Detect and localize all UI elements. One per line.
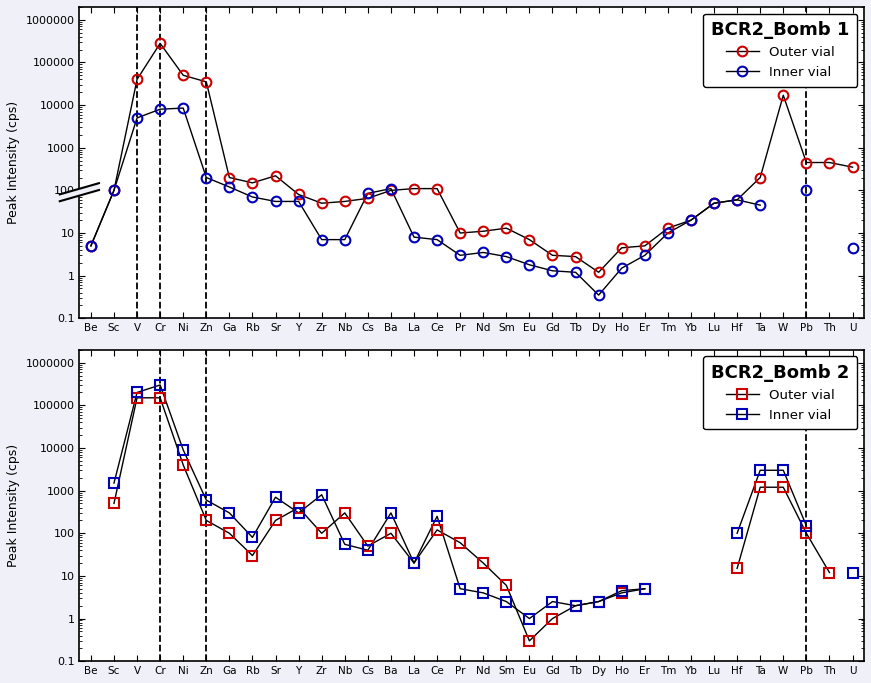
Legend: Outer vial, Inner vial: Outer vial, Inner vial [703,14,857,87]
Y-axis label: Peak Intensity (cps): Peak Intensity (cps) [7,444,20,567]
Legend: Outer vial, Inner vial: Outer vial, Inner vial [703,357,857,430]
Y-axis label: Peak Intensity (cps): Peak Intensity (cps) [7,101,20,224]
